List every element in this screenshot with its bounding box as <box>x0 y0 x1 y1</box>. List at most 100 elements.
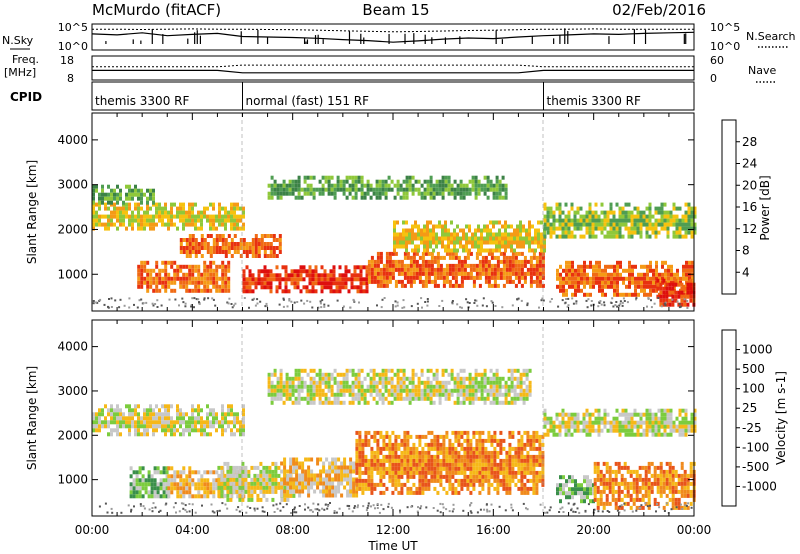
velocity-cell <box>241 493 245 498</box>
power-cell <box>484 279 488 284</box>
velocity-cell <box>436 478 440 483</box>
velocity-cell <box>436 454 440 459</box>
velocity-cell <box>472 486 476 491</box>
power-cell <box>540 248 543 253</box>
power-cell <box>487 271 491 276</box>
power-cell <box>444 232 447 237</box>
power-cell <box>472 267 476 272</box>
power-cell <box>215 238 219 242</box>
power-cell <box>185 284 189 289</box>
power-cell <box>687 218 691 223</box>
velocity-cell <box>309 392 313 397</box>
power-cell <box>558 218 562 223</box>
power-cell <box>652 288 655 293</box>
power-cell <box>662 298 666 303</box>
power-cell <box>197 226 200 231</box>
velocity-cell <box>289 457 293 462</box>
velocity-cell <box>310 473 314 478</box>
power-cell <box>570 234 574 239</box>
power-cell <box>191 222 194 227</box>
power-cell <box>128 196 131 201</box>
velocity-cell <box>406 430 410 435</box>
groundscatter-cell <box>564 301 567 304</box>
groundscatter-cell <box>501 306 504 309</box>
power-cell <box>402 220 405 225</box>
velocity-cell <box>448 486 452 491</box>
velocity-cell <box>297 376 301 381</box>
velocity-cell <box>349 461 353 466</box>
power-cell <box>348 191 352 196</box>
power-cell <box>369 187 373 192</box>
velocity-cell <box>463 462 467 467</box>
velocity-cell <box>203 494 207 499</box>
velocity-cell <box>194 416 197 421</box>
power-cell <box>167 280 171 285</box>
power-cell <box>385 267 389 272</box>
groundscatter-cell <box>603 304 606 307</box>
power-cell <box>125 184 128 189</box>
power-cell <box>528 228 531 233</box>
power-cell <box>684 218 688 223</box>
power-cell <box>137 272 141 277</box>
velocity-cell <box>466 442 470 447</box>
velocity-cell <box>253 489 257 494</box>
power-cell <box>167 260 171 265</box>
power-cell <box>194 250 198 254</box>
power-cell <box>484 255 488 260</box>
power-cell <box>681 234 685 239</box>
velocity-cell <box>379 446 383 451</box>
power-cell <box>453 195 457 200</box>
groundscatter-cell <box>152 304 155 307</box>
velocity-cell <box>484 450 488 455</box>
power-cell <box>478 251 482 256</box>
velocity-cell <box>330 388 334 393</box>
power-cell <box>535 271 539 276</box>
velocity-cell <box>474 396 478 401</box>
velocity-cell <box>415 470 419 475</box>
velocity-cell <box>459 384 463 389</box>
power-cell <box>221 250 225 254</box>
velocity-cell <box>342 372 346 377</box>
power-cell <box>574 292 577 297</box>
velocity-cell <box>343 469 347 474</box>
power-cell <box>615 234 619 239</box>
velocity-cell <box>388 466 392 471</box>
power-cell <box>643 264 646 269</box>
power-cell <box>654 218 658 223</box>
power-cell <box>598 268 601 273</box>
velocity-cell <box>489 400 493 405</box>
power-cell <box>405 244 408 249</box>
velocity-cell <box>104 416 107 421</box>
velocity-cell <box>265 489 269 494</box>
power-cell <box>212 242 216 246</box>
velocity-cell <box>441 388 445 393</box>
power-cell <box>173 268 177 273</box>
velocity-cell <box>400 474 404 479</box>
velocity-cell <box>366 384 370 389</box>
velocity-cell <box>232 477 236 482</box>
velocity-cell <box>394 486 398 491</box>
power-cell <box>173 214 176 219</box>
power-cell <box>472 263 476 268</box>
groundscatter-cell <box>650 306 653 309</box>
power-cell <box>164 272 168 277</box>
velocity-cell <box>457 434 461 439</box>
nsky-right-tick-lo: 10^0 <box>710 40 740 53</box>
velocity-cell <box>399 380 403 385</box>
power-cell <box>487 263 491 268</box>
power-cell <box>427 251 431 256</box>
power-cell <box>381 183 385 188</box>
velocity-cell <box>421 446 425 451</box>
velocity-cell <box>337 481 341 486</box>
velocity-cell <box>493 454 497 459</box>
groundscatter-cell <box>561 299 564 302</box>
velocity-cell <box>459 388 463 393</box>
power-cell <box>690 226 694 231</box>
velocity-cell <box>158 424 161 429</box>
power-cell <box>535 255 539 260</box>
velocity-cell <box>406 478 410 483</box>
power-cell <box>385 259 389 264</box>
power-cell <box>267 195 271 200</box>
power-cell <box>665 298 669 303</box>
velocity-cell <box>469 470 473 475</box>
